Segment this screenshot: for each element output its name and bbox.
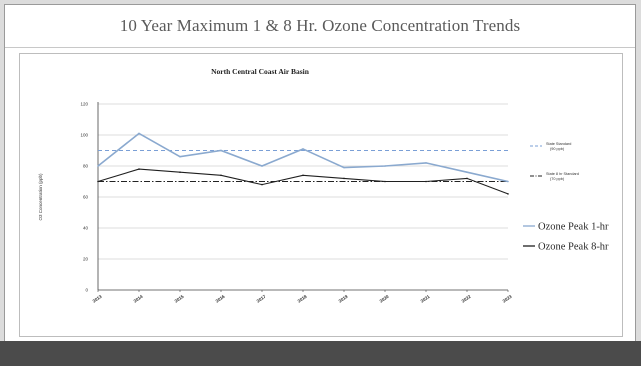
chart-frame: 10 Year Maximum 1 & 8 Hr. Ozone Concentr… <box>4 4 636 342</box>
ref-legend-label: State 8 hr Standard <box>546 172 579 176</box>
line-chart: North Central Coast Air Basin O3 Concentr… <box>38 67 609 304</box>
data-point-ozone-1hr <box>97 165 99 167</box>
x-tick-label: 2019 <box>338 294 349 304</box>
chart-title: North Central Coast Air Basin <box>211 67 310 76</box>
data-point-ozone-1hr <box>425 162 427 164</box>
data-point-ozone-8hr <box>343 177 345 180</box>
x-tick-label: 2014 <box>133 294 144 304</box>
y-tick-label: 40 <box>83 226 89 231</box>
data-point-ozone-8hr <box>384 180 386 183</box>
x-tick-label: 2013 <box>92 294 103 304</box>
x-tick-label: 2015 <box>174 294 185 304</box>
y-tick-label: 80 <box>83 164 89 169</box>
y-tick-label: 0 <box>85 288 88 293</box>
series-line-ozone-1hr <box>97 132 509 183</box>
x-tick-label: 2020 <box>379 294 390 304</box>
x-tick-label: 2016 <box>215 294 226 304</box>
data-point-ozone-1hr <box>466 171 468 173</box>
data-point-ozone-1hr <box>138 132 140 135</box>
data-point-ozone-1hr <box>507 180 509 183</box>
x-tick-label: 2023 <box>502 294 513 304</box>
x-tick-label: 2022 <box>461 294 472 304</box>
data-point-ozone-8hr <box>261 183 263 186</box>
data-point-ozone-8hr <box>220 174 222 177</box>
data-point-ozone-1hr <box>220 149 222 152</box>
x-tick-label: 2021 <box>420 294 431 304</box>
x-tick-label: 2017 <box>256 294 267 304</box>
data-point-ozone-8hr <box>179 171 181 173</box>
data-point-ozone-8hr <box>138 168 140 170</box>
ref-legend-label: State Standard <box>546 142 571 146</box>
data-point-ozone-1hr <box>343 166 345 169</box>
data-point-ozone-8hr <box>97 180 99 183</box>
page-title: 10 Year Maximum 1 & 8 Hr. Ozone Concentr… <box>5 5 635 48</box>
legend-label-ozone-8hr: Ozone Peak 8-hr <box>538 242 609 253</box>
data-point-ozone-8hr <box>466 177 468 180</box>
data-point-ozone-1hr <box>179 155 181 158</box>
data-point-ozone-1hr <box>384 165 386 167</box>
data-point-ozone-1hr <box>302 148 304 150</box>
ref-legend-sublabel: (70 ppb) <box>550 177 565 181</box>
legend-label-ozone-1hr: Ozone Peak 1-hr <box>538 222 609 233</box>
y-tick-label: 120 <box>80 102 88 107</box>
x-tick-label: 2018 <box>297 294 308 304</box>
data-point-ozone-8hr <box>425 180 427 183</box>
chart-area: North Central Coast Air Basin O3 Concentr… <box>19 53 623 337</box>
bottom-bar <box>0 341 641 366</box>
y-tick-label: 60 <box>83 195 89 200</box>
ref-legend-sublabel: (90 ppb) <box>550 147 565 151</box>
data-point-ozone-8hr <box>507 193 509 195</box>
y-tick-label: 20 <box>83 257 89 262</box>
y-tick-label: 100 <box>80 133 88 138</box>
data-point-ozone-8hr <box>302 174 304 177</box>
data-point-ozone-1hr <box>261 165 263 167</box>
y-axis-label: O3 Concentration (ppb) <box>38 173 43 221</box>
